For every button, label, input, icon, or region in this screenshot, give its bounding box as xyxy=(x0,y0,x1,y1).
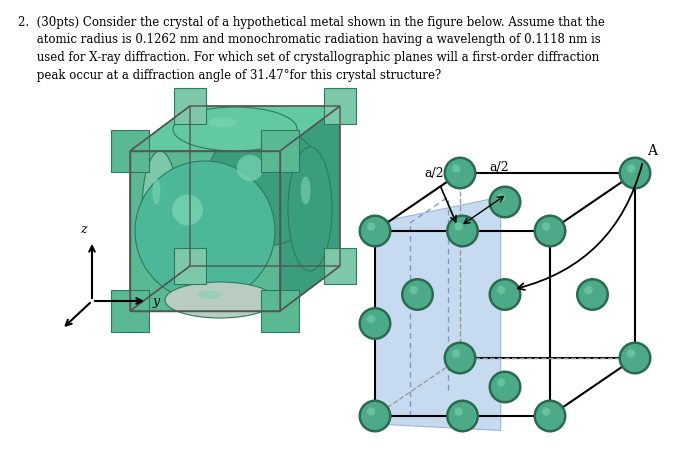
Ellipse shape xyxy=(197,290,221,298)
Text: used for X-ray diffraction. For which set of crystallographic planes will a firs: used for X-ray diffraction. For which se… xyxy=(18,51,599,64)
Polygon shape xyxy=(375,197,500,430)
Circle shape xyxy=(454,222,463,231)
Circle shape xyxy=(489,186,522,218)
Circle shape xyxy=(361,217,389,245)
Polygon shape xyxy=(111,130,149,172)
Circle shape xyxy=(444,157,477,189)
Text: peak occur at a diffraction angle of 31.47°for this crystal structure?: peak occur at a diffraction angle of 31.… xyxy=(18,69,441,81)
Circle shape xyxy=(361,309,389,337)
Circle shape xyxy=(491,373,519,401)
Text: z: z xyxy=(80,223,87,236)
Circle shape xyxy=(452,164,461,173)
Circle shape xyxy=(446,399,479,433)
Ellipse shape xyxy=(142,151,178,267)
Polygon shape xyxy=(324,248,356,284)
Circle shape xyxy=(444,341,477,375)
Ellipse shape xyxy=(288,147,332,271)
Circle shape xyxy=(446,215,479,248)
Circle shape xyxy=(627,349,636,358)
Text: 2.  (30pts) Consider the crystal of a hypothetical metal shown in the figure bel: 2. (30pts) Consider the crystal of a hyp… xyxy=(18,16,605,29)
Polygon shape xyxy=(111,290,149,332)
Circle shape xyxy=(497,193,505,202)
FancyArrowPatch shape xyxy=(518,164,643,290)
Polygon shape xyxy=(130,266,340,311)
Circle shape xyxy=(621,159,649,187)
Polygon shape xyxy=(324,89,356,124)
Text: A: A xyxy=(647,144,657,158)
Circle shape xyxy=(533,399,566,433)
Circle shape xyxy=(358,307,391,340)
Circle shape xyxy=(542,222,550,231)
Circle shape xyxy=(619,157,652,189)
Circle shape xyxy=(619,341,652,375)
Circle shape xyxy=(237,155,263,181)
Circle shape xyxy=(135,161,275,301)
Polygon shape xyxy=(174,248,206,284)
Circle shape xyxy=(367,315,375,323)
Circle shape xyxy=(367,222,375,231)
Circle shape xyxy=(172,195,203,226)
Text: y: y xyxy=(152,295,159,307)
Polygon shape xyxy=(130,106,190,311)
Circle shape xyxy=(533,215,566,248)
Circle shape xyxy=(542,407,550,416)
Circle shape xyxy=(497,286,505,294)
Ellipse shape xyxy=(209,118,237,128)
Circle shape xyxy=(401,278,434,311)
Circle shape xyxy=(358,399,391,433)
Circle shape xyxy=(536,402,564,430)
Polygon shape xyxy=(130,151,280,311)
Polygon shape xyxy=(261,290,299,332)
Circle shape xyxy=(489,278,522,311)
Ellipse shape xyxy=(173,107,297,151)
Ellipse shape xyxy=(301,177,311,204)
Circle shape xyxy=(358,215,391,248)
Circle shape xyxy=(361,402,389,430)
Circle shape xyxy=(627,164,636,173)
Polygon shape xyxy=(130,106,340,151)
Circle shape xyxy=(367,407,375,416)
Text: atomic radius is 0.1262 nm and monochromatic radiation having a wavelength of 0.: atomic radius is 0.1262 nm and monochrom… xyxy=(18,33,601,47)
Polygon shape xyxy=(174,89,206,124)
Circle shape xyxy=(584,286,593,294)
Circle shape xyxy=(621,344,649,372)
Circle shape xyxy=(491,280,519,308)
Circle shape xyxy=(536,217,564,245)
Circle shape xyxy=(446,344,474,372)
Polygon shape xyxy=(280,106,340,311)
Circle shape xyxy=(489,370,522,404)
Circle shape xyxy=(452,349,461,358)
Circle shape xyxy=(410,286,418,294)
Circle shape xyxy=(449,402,477,430)
Polygon shape xyxy=(261,130,299,172)
Circle shape xyxy=(491,188,519,216)
Circle shape xyxy=(576,278,609,311)
Circle shape xyxy=(497,378,505,387)
Ellipse shape xyxy=(153,178,160,205)
Ellipse shape xyxy=(165,282,275,318)
Circle shape xyxy=(446,159,474,187)
Circle shape xyxy=(454,407,463,416)
Circle shape xyxy=(205,126,325,246)
Circle shape xyxy=(403,280,431,308)
Circle shape xyxy=(449,217,477,245)
Text: a/2: a/2 xyxy=(489,160,509,173)
Circle shape xyxy=(578,280,606,308)
Text: a/2: a/2 xyxy=(425,168,444,180)
